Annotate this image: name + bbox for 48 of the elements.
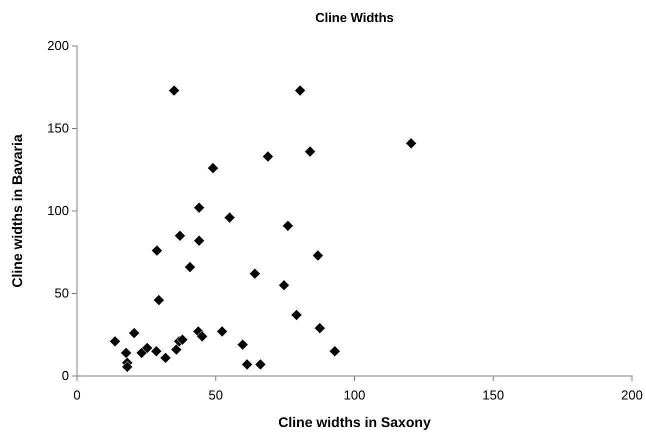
x-tick-label: 100 — [344, 388, 366, 403]
point — [249, 268, 261, 280]
point — [304, 146, 316, 158]
y-axis-title: Cline widths in Bavaria — [9, 134, 25, 288]
point — [254, 358, 266, 370]
point — [142, 342, 153, 354]
point — [120, 347, 132, 359]
point — [151, 244, 163, 256]
point — [109, 336, 121, 348]
point — [241, 358, 253, 370]
point — [176, 334, 188, 346]
point — [170, 344, 182, 356]
point — [290, 309, 302, 321]
y-tick-label: 150 — [47, 120, 69, 136]
point — [193, 202, 205, 214]
chart-title: Cline Widths — [315, 10, 394, 25]
point — [282, 220, 294, 232]
point — [128, 327, 140, 339]
x-tick-label: 50 — [208, 388, 223, 403]
point — [405, 138, 417, 150]
point — [312, 250, 324, 262]
point — [207, 162, 219, 174]
point — [329, 346, 340, 357]
point — [224, 212, 236, 224]
point — [168, 84, 180, 96]
point — [216, 326, 228, 338]
point — [193, 235, 205, 246]
x-tick-label: 0 — [73, 388, 81, 403]
y-tick-label: 100 — [47, 203, 69, 218]
y-tick-label: 50 — [54, 286, 69, 301]
x-axis-title: Cline widths in Saxony — [278, 414, 431, 430]
point — [314, 322, 326, 334]
point — [153, 294, 165, 306]
y-tick-label: 0 — [62, 368, 69, 384]
point — [122, 361, 133, 373]
point — [136, 347, 148, 359]
x-tick-label: 150 — [482, 388, 504, 403]
point — [160, 352, 172, 364]
point — [236, 338, 248, 350]
point — [262, 150, 274, 162]
point — [196, 330, 208, 342]
point — [174, 230, 186, 242]
point — [150, 346, 162, 357]
point — [184, 261, 196, 273]
point — [278, 280, 290, 291]
x-tick-label: 200 — [621, 388, 643, 403]
point — [294, 84, 306, 96]
y-tick-label: 200 — [47, 38, 69, 54]
